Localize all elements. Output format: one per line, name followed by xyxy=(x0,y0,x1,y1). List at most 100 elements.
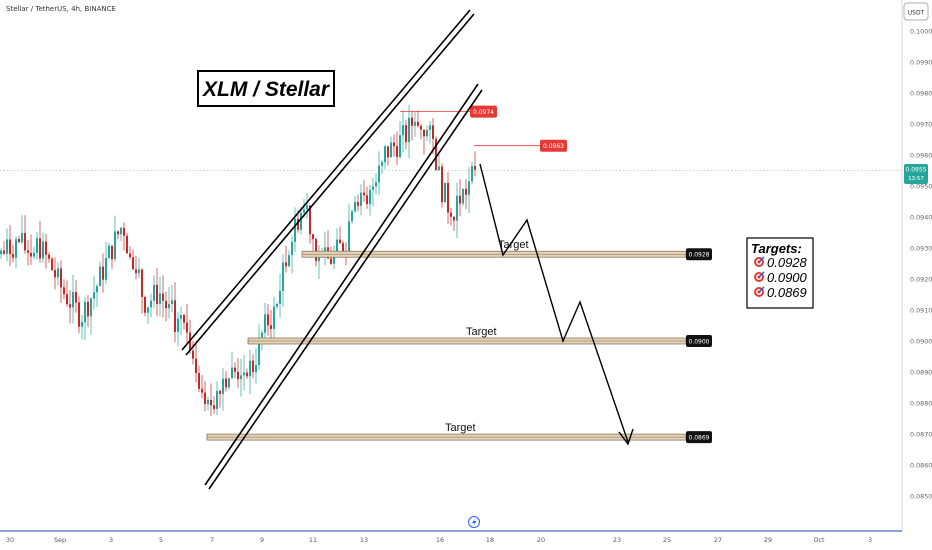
candle-body xyxy=(69,304,71,308)
candle-body xyxy=(195,358,197,373)
candle xyxy=(75,280,77,313)
candle xyxy=(300,207,302,235)
x-tick-label: 18 xyxy=(486,536,494,544)
candle xyxy=(459,179,461,216)
candle xyxy=(33,246,35,260)
candles xyxy=(0,104,476,416)
candle xyxy=(468,166,470,213)
candle-body xyxy=(249,360,251,377)
target-icon xyxy=(754,271,765,282)
candle-body xyxy=(417,122,419,126)
x-tick-label: 25 xyxy=(663,536,671,544)
candle-body xyxy=(402,125,404,136)
candle-body xyxy=(207,399,209,405)
x-tick-label: 13 xyxy=(360,536,368,544)
candle xyxy=(387,146,389,166)
candle-body xyxy=(123,227,125,236)
candle-body xyxy=(159,293,161,304)
candle-body xyxy=(396,146,398,157)
candle xyxy=(399,120,401,159)
candle xyxy=(114,215,116,262)
candle-body xyxy=(90,298,92,317)
candle xyxy=(42,232,44,263)
candle xyxy=(72,274,74,324)
x-tick-label: 9 xyxy=(260,536,264,544)
candle xyxy=(78,296,80,334)
candle-body xyxy=(93,292,95,299)
candle-body xyxy=(51,258,53,271)
candle xyxy=(417,110,419,128)
candle-body xyxy=(474,166,476,170)
candle-body xyxy=(369,189,371,205)
flash-icon xyxy=(468,516,480,528)
candle xyxy=(165,291,167,322)
candle xyxy=(324,231,326,266)
candle xyxy=(168,287,170,319)
candle xyxy=(408,104,410,159)
y-tick-label: 0.0980 xyxy=(910,90,932,98)
price-marker-label: 0.0974 xyxy=(473,109,494,116)
candle-body xyxy=(171,300,173,305)
candle xyxy=(456,182,458,239)
target-icon-dart xyxy=(758,286,765,293)
candle-body xyxy=(312,234,314,240)
candle-body xyxy=(243,372,245,376)
candle-body xyxy=(459,195,461,204)
y-tick-label: 0.0970 xyxy=(910,121,932,129)
candle xyxy=(237,358,239,389)
candle-body xyxy=(114,231,116,260)
candle xyxy=(465,179,467,210)
candle-body xyxy=(174,300,176,332)
candle-body xyxy=(432,125,434,139)
candle-body xyxy=(462,188,464,204)
candle xyxy=(21,214,23,245)
candle xyxy=(279,273,281,318)
target-zone: Target 0.0869 xyxy=(206,422,712,444)
title-frame xyxy=(197,70,335,107)
candle-body xyxy=(177,318,179,332)
target-icon-dart xyxy=(758,271,765,278)
candle xyxy=(414,111,416,137)
candle-body xyxy=(72,292,74,308)
candle-body xyxy=(378,165,380,183)
candle xyxy=(0,248,2,259)
candle-body xyxy=(291,241,293,256)
candle xyxy=(183,314,185,330)
candle xyxy=(396,131,398,165)
candle xyxy=(402,110,404,153)
channel-line xyxy=(185,13,475,356)
candle xyxy=(249,349,251,395)
projection-arrowhead xyxy=(618,428,634,446)
candle xyxy=(117,230,119,240)
candle xyxy=(474,151,476,177)
candle-body xyxy=(453,216,455,221)
candle xyxy=(12,244,14,263)
candle xyxy=(303,198,305,217)
candle-body xyxy=(270,325,272,329)
candle-body xyxy=(3,250,5,254)
candle-body xyxy=(279,290,281,304)
y-tick-label: 0.0920 xyxy=(910,276,932,284)
candle-body xyxy=(75,292,77,303)
candle-body xyxy=(201,388,203,393)
candle xyxy=(210,383,212,416)
candle xyxy=(69,289,71,324)
candle-body xyxy=(111,245,113,260)
candle-body xyxy=(60,268,62,288)
candle-body xyxy=(54,270,56,278)
candle xyxy=(471,161,473,185)
candle xyxy=(243,354,245,391)
candle xyxy=(369,185,371,216)
candle xyxy=(336,228,338,256)
candle-body xyxy=(9,239,11,255)
candle-body xyxy=(141,269,143,297)
candle xyxy=(264,303,266,339)
candle xyxy=(63,279,65,300)
candle xyxy=(144,295,146,317)
candle-body xyxy=(0,250,2,255)
candle-body xyxy=(24,233,26,251)
candle xyxy=(393,134,395,157)
candle xyxy=(171,284,173,313)
candle-body xyxy=(405,125,407,143)
